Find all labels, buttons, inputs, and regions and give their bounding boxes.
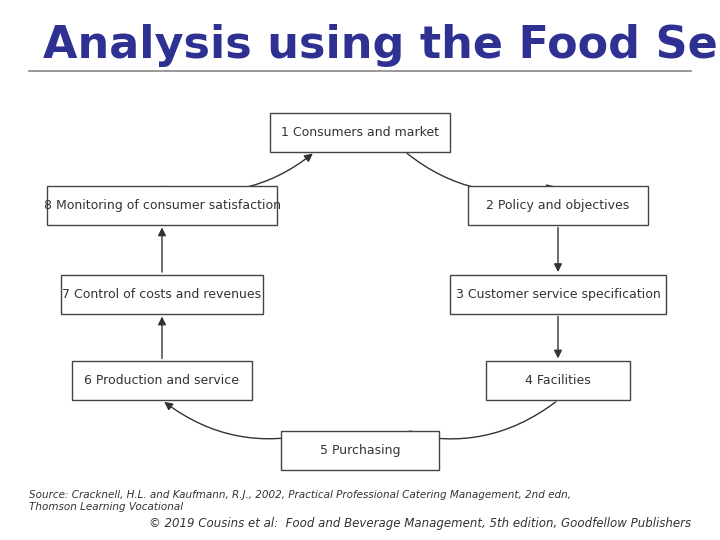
FancyBboxPatch shape (450, 275, 666, 314)
Text: Source: Cracknell, H.L. and Kaufmann, R.J., 2002, Practical Professional Caterin: Source: Cracknell, H.L. and Kaufmann, R.… (29, 490, 571, 512)
Text: 2 Policy and objectives: 2 Policy and objectives (487, 199, 629, 212)
Text: Analysis using the Food Service Cycle: Analysis using the Food Service Cycle (43, 24, 720, 68)
Text: 8 Monitoring of consumer satisfaction: 8 Monitoring of consumer satisfaction (43, 199, 281, 212)
Text: © 2019 Cousins et al:  Food and Beverage Management, 5th edition, Goodfellow Pub: © 2019 Cousins et al: Food and Beverage … (149, 517, 691, 530)
FancyBboxPatch shape (281, 431, 439, 470)
Text: 4 Facilities: 4 Facilities (525, 374, 591, 387)
FancyBboxPatch shape (270, 113, 450, 152)
Text: 1 Consumers and market: 1 Consumers and market (281, 126, 439, 139)
FancyBboxPatch shape (72, 361, 252, 400)
FancyBboxPatch shape (47, 186, 277, 225)
FancyBboxPatch shape (468, 186, 648, 225)
FancyBboxPatch shape (486, 361, 630, 400)
Text: 3 Customer service specification: 3 Customer service specification (456, 288, 660, 301)
FancyBboxPatch shape (61, 275, 263, 314)
Text: 6 Production and service: 6 Production and service (84, 374, 240, 387)
Text: 5 Purchasing: 5 Purchasing (320, 444, 400, 457)
Text: 7 Control of costs and revenues: 7 Control of costs and revenues (63, 288, 261, 301)
